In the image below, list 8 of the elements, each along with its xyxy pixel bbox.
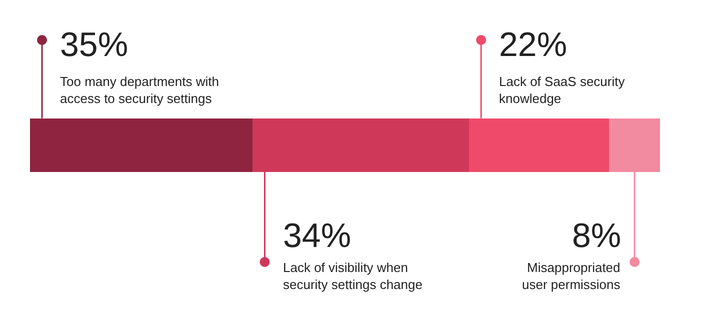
- series-label: Lack of SaaS security knowledge: [499, 74, 626, 106]
- text: Misappropriated user permissions: [522, 260, 621, 292]
- legend-label: Lack of visibility when security settings change: [283, 260, 422, 292]
- series-label: Too many departments with access to security settings: [60, 74, 219, 106]
- data-label: 35%: [60, 26, 128, 64]
- data-label: 34%: [283, 217, 352, 255]
- data-label: 8%: [572, 217, 622, 255]
- data-label: 22%: [499, 26, 568, 64]
